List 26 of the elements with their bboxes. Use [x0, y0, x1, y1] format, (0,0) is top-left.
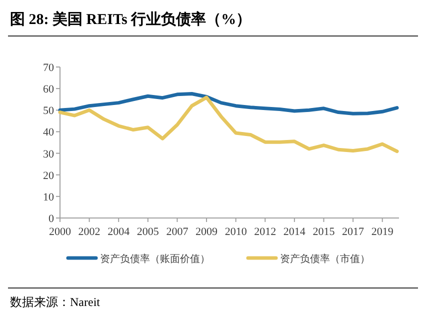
line-series	[58, 92, 399, 116]
y-tick-label: 0	[48, 213, 54, 225]
x-tick-label: 2019	[371, 226, 394, 238]
x-tick-label: 2005	[136, 226, 160, 238]
legend-label: 资产负债率（市值）	[280, 253, 370, 265]
y-tick-label: 30	[43, 148, 54, 160]
x-tick-label: 2002	[78, 226, 100, 238]
source-note: 数据来源：Nareit	[10, 295, 101, 309]
x-tick-label: 2015	[312, 226, 336, 238]
y-tick-label: 40	[43, 126, 54, 139]
y-tick-label: 70	[43, 62, 54, 74]
y-tick-label: 60	[43, 84, 54, 96]
x-tick-label: 2014	[283, 226, 306, 238]
x-tick-label: 2017	[342, 226, 365, 238]
y-tick-label: 50	[43, 105, 54, 118]
chart-title: 图 28: 美国 REITs 行业负债率（%）	[10, 10, 252, 28]
x-tick-label: 2007	[166, 226, 189, 238]
y-tick-label: 10	[43, 191, 54, 204]
x-tick-label: 2000	[49, 226, 72, 238]
x-tick-label: 2009	[196, 226, 218, 238]
line-series	[58, 96, 399, 154]
x-tick-label: 2012	[254, 226, 276, 238]
x-tick-label: 2010	[224, 226, 248, 238]
legend-label: 资产负债率（账面价值）	[100, 253, 210, 265]
y-tick-label: 20	[43, 170, 54, 182]
x-tick-label: 2004	[108, 226, 130, 238]
